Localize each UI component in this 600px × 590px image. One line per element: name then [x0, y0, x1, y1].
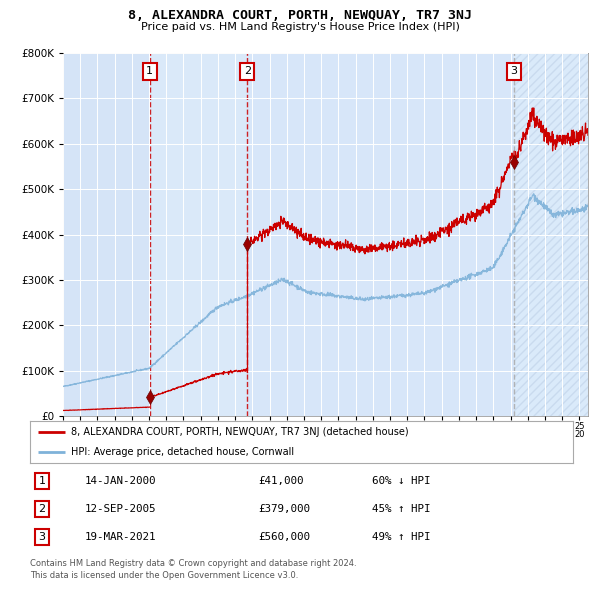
Text: 8, ALEXANDRA COURT, PORTH, NEWQUAY, TR7 3NJ: 8, ALEXANDRA COURT, PORTH, NEWQUAY, TR7 … [128, 9, 472, 22]
Bar [514, 53, 588, 416]
Text: 2: 2 [38, 504, 46, 514]
Text: £560,000: £560,000 [258, 532, 310, 542]
Text: HPI: Average price, detached house, Cornwall: HPI: Average price, detached house, Corn… [71, 447, 294, 457]
Text: 49% ↑ HPI: 49% ↑ HPI [372, 532, 431, 542]
Text: 2: 2 [244, 66, 251, 76]
Text: £41,000: £41,000 [258, 476, 304, 486]
Text: £379,000: £379,000 [258, 504, 310, 514]
Text: 3: 3 [38, 532, 46, 542]
Bar [514, 53, 588, 416]
Text: This data is licensed under the Open Government Licence v3.0.: This data is licensed under the Open Gov… [30, 571, 298, 579]
Text: 14-JAN-2000: 14-JAN-2000 [85, 476, 156, 486]
Text: 1: 1 [38, 476, 46, 486]
Text: 45% ↑ HPI: 45% ↑ HPI [372, 504, 431, 514]
Bar [247, 53, 514, 416]
Bar [150, 53, 247, 416]
Bar [63, 53, 150, 416]
Text: 8, ALEXANDRA COURT, PORTH, NEWQUAY, TR7 3NJ (detached house): 8, ALEXANDRA COURT, PORTH, NEWQUAY, TR7 … [71, 427, 409, 437]
Text: Price paid vs. HM Land Registry's House Price Index (HPI): Price paid vs. HM Land Registry's House … [140, 22, 460, 32]
Text: 12-SEP-2005: 12-SEP-2005 [85, 504, 156, 514]
Text: 1: 1 [146, 66, 153, 76]
Text: 19-MAR-2021: 19-MAR-2021 [85, 532, 156, 542]
Text: 60% ↓ HPI: 60% ↓ HPI [372, 476, 431, 486]
Text: 3: 3 [511, 66, 518, 76]
Text: Contains HM Land Registry data © Crown copyright and database right 2024.: Contains HM Land Registry data © Crown c… [30, 559, 356, 568]
